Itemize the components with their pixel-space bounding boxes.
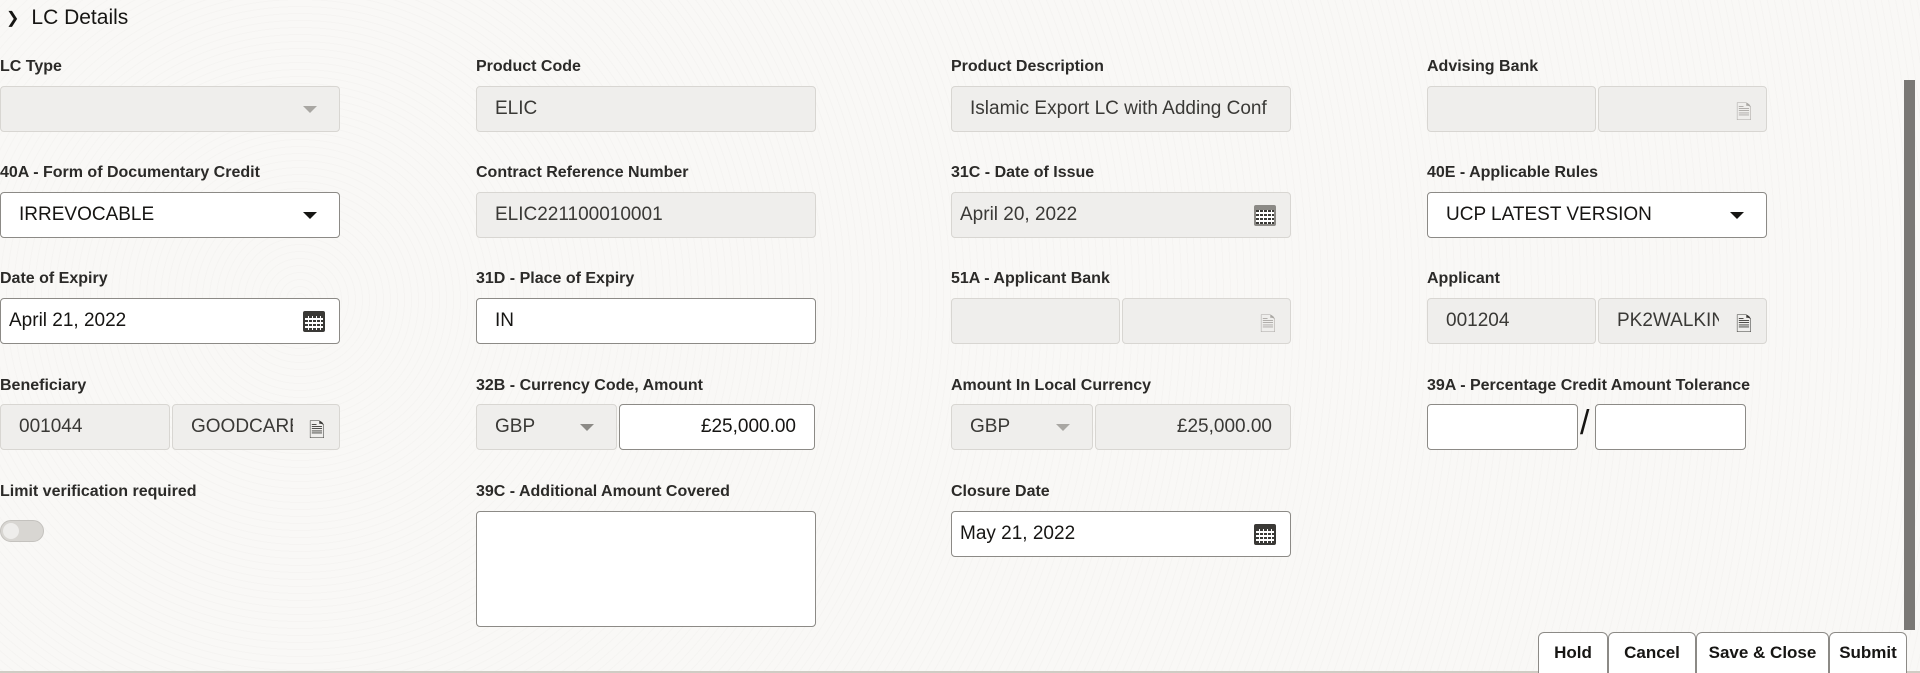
tolerance-plus-field[interactable] <box>1427 404 1578 450</box>
date-of-issue-value: April 20, 2022 <box>960 204 1078 225</box>
date-of-issue-label: 31C - Date of Issue <box>951 164 1095 181</box>
local-amount-field[interactable]: £25,000.00 <box>1095 404 1291 450</box>
product-code-label: Product Code <box>476 58 581 75</box>
closure-date-field[interactable]: May 21, 2022 <box>951 511 1291 557</box>
hold-button[interactable]: Hold <box>1538 632 1608 673</box>
applicable-rules-select[interactable]: UCP LATEST VERSION <box>1427 192 1767 238</box>
beneficiary-name[interactable]: GOODCARE 🗎 <box>172 404 340 450</box>
caret-down-icon <box>1056 424 1070 431</box>
currency-value: GBP <box>495 416 536 437</box>
place-of-expiry-label: 31D - Place of Expiry <box>476 270 635 287</box>
product-code-field[interactable]: ELIC <box>476 86 816 132</box>
local-amount-label: Amount In Local Currency <box>951 377 1152 394</box>
advising-bank-code[interactable] <box>1427 86 1596 132</box>
beneficiary-code[interactable]: 001044 <box>0 404 170 450</box>
applicant-label: Applicant <box>1427 270 1500 287</box>
applicant-bank-label: 51A - Applicant Bank <box>951 270 1110 287</box>
applicant-bank-code[interactable] <box>951 298 1120 344</box>
scrollbar[interactable] <box>1904 80 1915 630</box>
date-of-expiry-field[interactable]: April 21, 2022 <box>0 298 340 344</box>
beneficiary-label: Beneficiary <box>0 377 87 394</box>
save-close-button[interactable]: Save & Close <box>1696 632 1829 673</box>
section-title: LC Details <box>31 6 129 29</box>
calendar-icon[interactable] <box>303 311 325 332</box>
applicant-bank-name[interactable]: 🗎 <box>1122 298 1291 344</box>
calendar-icon[interactable] <box>1254 205 1276 226</box>
form-of-credit-value: IRREVOCABLE <box>19 204 155 225</box>
applicable-rules-label: 40E - Applicable Rules <box>1427 164 1599 181</box>
contract-ref-field[interactable]: ELIC221100010001 <box>476 192 816 238</box>
form-of-credit-label: 40A - Form of Documentary Credit <box>0 164 260 181</box>
amount-field[interactable]: £25,000.00 <box>619 404 815 450</box>
lookup-icon[interactable]: 🗎 <box>308 420 325 442</box>
product-description-field[interactable]: Islamic Export LC with Adding Conf <box>951 86 1291 132</box>
date-of-issue-field[interactable]: April 20, 2022 <box>951 192 1291 238</box>
tolerance-label: 39A - Percentage Credit Amount Tolerance <box>1427 377 1751 394</box>
submit-button[interactable]: Submit <box>1829 632 1907 673</box>
section-header[interactable]: ❯ LC Details <box>6 6 128 30</box>
beneficiary-name-value: GOODCARE <box>191 416 293 437</box>
calendar-icon[interactable] <box>1254 524 1276 545</box>
tolerance-separator: / <box>1580 404 1590 442</box>
place-of-expiry-field[interactable]: IN <box>476 298 816 344</box>
currency-amount-label: 32B - Currency Code, Amount <box>476 377 703 394</box>
caret-down-icon <box>580 424 594 431</box>
currency-select[interactable]: GBP <box>476 404 617 450</box>
date-of-expiry-label: Date of Expiry <box>0 270 108 287</box>
advising-bank-name[interactable]: 🗎 <box>1598 86 1767 132</box>
date-of-expiry-value: April 21, 2022 <box>9 310 127 331</box>
caret-down-icon <box>1730 212 1744 219</box>
footer-divider <box>0 671 1920 673</box>
local-currency-select[interactable]: GBP <box>951 404 1093 450</box>
caret-down-icon <box>303 212 317 219</box>
lc-type-label: LC Type <box>0 58 62 75</box>
closure-date-label: Closure Date <box>951 483 1050 500</box>
lookup-icon[interactable]: 🗎 <box>1259 314 1276 336</box>
additional-amount-textarea[interactable] <box>476 511 816 627</box>
advising-bank-label: Advising Bank <box>1427 58 1539 75</box>
limit-verification-toggle[interactable] <box>0 520 44 542</box>
applicant-code[interactable]: 001204 <box>1427 298 1596 344</box>
local-currency-value: GBP <box>970 416 1011 437</box>
lookup-icon[interactable]: 🗎 <box>1735 102 1752 124</box>
applicable-rules-value: UCP LATEST VERSION <box>1446 204 1652 225</box>
limit-verification-label: Limit verification required <box>0 483 197 500</box>
chevron-down-icon: ❯ <box>6 10 20 27</box>
lc-type-select[interactable] <box>0 86 340 132</box>
applicant-name-value: PK2WALKIN <box>1617 310 1719 331</box>
applicant-name[interactable]: PK2WALKIN 🗎 <box>1598 298 1767 344</box>
product-description-label: Product Description <box>951 58 1104 75</box>
form-of-credit-select[interactable]: IRREVOCABLE <box>0 192 340 238</box>
contract-ref-label: Contract Reference Number <box>476 164 689 181</box>
tolerance-minus-field[interactable] <box>1595 404 1746 450</box>
additional-amount-label: 39C - Additional Amount Covered <box>476 483 730 500</box>
lookup-icon[interactable]: 🗎 <box>1735 314 1752 336</box>
closure-date-value: May 21, 2022 <box>960 523 1076 544</box>
caret-down-icon <box>303 106 317 113</box>
cancel-button[interactable]: Cancel <box>1608 632 1696 673</box>
